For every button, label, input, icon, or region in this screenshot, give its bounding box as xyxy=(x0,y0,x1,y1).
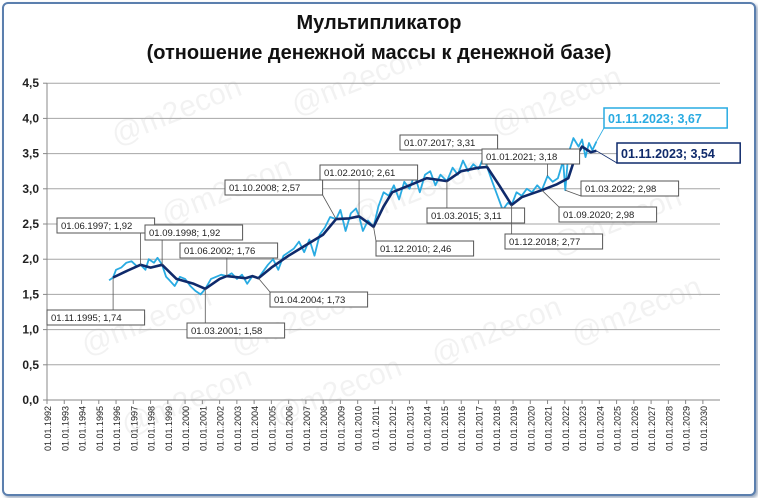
x-tick-label: 01.01.1992 xyxy=(43,406,53,451)
x-tick-label: 01.01.2025 xyxy=(613,406,623,451)
annotation-box xyxy=(616,142,741,164)
y-tick-label: 0,0 xyxy=(22,393,39,407)
x-tick-label: 01.01.2028 xyxy=(664,406,674,451)
x-tick-label: 01.01.2024 xyxy=(595,406,605,451)
x-tick-label: 01.01.2027 xyxy=(647,406,657,451)
y-tick-label: 4,5 xyxy=(22,76,39,90)
x-tick-label: 01.01.1995 xyxy=(95,406,105,451)
x-tick-label: 01.01.2019 xyxy=(509,406,519,451)
x-tick-label: 01.01.2013 xyxy=(405,406,415,451)
annotation-box xyxy=(580,180,680,197)
annotation-box xyxy=(224,179,324,196)
annotation-label: 01.03.2001; 1,58 xyxy=(191,326,262,337)
annotation-box xyxy=(426,207,526,224)
annotation-leader xyxy=(373,226,377,242)
series-monthly-line xyxy=(108,137,598,296)
x-tick-label: 01.01.2022 xyxy=(561,406,571,451)
x-tick-label: 01.01.2014 xyxy=(423,406,433,451)
x-tick-label: 01.01.1997 xyxy=(129,406,139,451)
annotation-leader xyxy=(596,150,618,164)
watermark: @m2econ xyxy=(107,70,247,152)
x-tick-label: 01.01.1993 xyxy=(60,406,70,451)
y-tick-label: 1,0 xyxy=(22,323,39,337)
annotation-box xyxy=(558,206,658,223)
x-tick-label: 01.01.1996 xyxy=(112,406,122,451)
annotation-label: 01.01.2021; 3,18 xyxy=(486,152,557,163)
x-tick-label: 01.01.2004 xyxy=(250,406,260,451)
annotation-box xyxy=(399,134,499,151)
watermark: @m2econ xyxy=(287,40,427,122)
annotation-label: 01.06.1997; 1,92 xyxy=(61,221,132,232)
annotation-leader xyxy=(322,194,337,220)
watermark: @m2econ xyxy=(567,270,707,352)
x-tick-label: 01.01.2018 xyxy=(492,406,502,451)
annotation-label: 01.12.2010; 2,46 xyxy=(380,244,451,255)
x-tick-label: 01.01.2023 xyxy=(578,406,588,451)
x-tick-label: 01.01.2015 xyxy=(440,406,450,451)
annotation-label: 01.11.2023; 3,67 xyxy=(608,112,702,126)
x-tick-label: 01.01.2017 xyxy=(475,406,485,451)
x-tick-label: 01.01.2030 xyxy=(699,406,709,451)
chart-subtitle: (отношение денежной массы к денежной баз… xyxy=(146,42,612,64)
annotation-label: 01.12.2018; 2,77 xyxy=(509,237,580,248)
y-tick-label: 2,0 xyxy=(22,252,39,266)
annotation-box xyxy=(481,148,581,165)
annotation-label: 01.11.2023; 3,54 xyxy=(621,147,715,161)
x-tick-label: 01.01.2012 xyxy=(388,406,398,451)
annotation-label: 01.11.1995; 1,74 xyxy=(51,313,122,324)
x-tick-label: 01.01.1999 xyxy=(164,406,174,451)
annotation-box xyxy=(186,322,286,339)
x-tick-label: 01.01.2016 xyxy=(457,406,467,451)
y-tick-label: 3,5 xyxy=(22,147,39,161)
annotation-label: 01.07.2017; 3,31 xyxy=(404,138,475,149)
x-tick-label: 01.01.2006 xyxy=(285,406,295,451)
annotation-label: 01.03.2015; 3,11 xyxy=(431,211,502,222)
annotation-box xyxy=(319,164,419,181)
x-tick-label: 01.01.2001 xyxy=(198,406,208,451)
annotation-leader xyxy=(596,127,605,142)
annotation-label: 01.06.2002; 1,76 xyxy=(184,246,255,257)
annotation-label: 01.09.1998; 1,92 xyxy=(149,228,220,239)
x-tick-label: 01.01.2003 xyxy=(233,406,243,451)
y-tick-label: 0,5 xyxy=(22,358,39,372)
x-tick-label: 01.01.2002 xyxy=(216,406,226,451)
x-tick-label: 01.01.1998 xyxy=(147,406,157,451)
x-tick-label: 01.01.2000 xyxy=(181,406,191,451)
chart-title: Мультипликатор xyxy=(296,12,462,34)
y-tick-label: 1,5 xyxy=(22,287,39,301)
watermark: @m2econ xyxy=(427,290,567,372)
x-tick-label: 01.01.2010 xyxy=(354,406,364,451)
annotation-box xyxy=(144,224,244,241)
x-tick-label: 01.01.2009 xyxy=(336,406,346,451)
annotation-label: 01.03.2022; 2,98 xyxy=(585,184,656,195)
annotation-box xyxy=(179,242,279,259)
annotation-leader xyxy=(258,277,271,293)
annotation-leader xyxy=(541,189,560,208)
annotation-box xyxy=(504,233,604,250)
x-tick-label: 01.01.2020 xyxy=(526,406,536,451)
y-tick-label: 2,5 xyxy=(22,217,39,231)
annotation-box xyxy=(375,240,475,257)
annotation-label: 01.10.2008; 2,57 xyxy=(229,183,300,194)
annotation-label: 01.04.2004; 1,73 xyxy=(274,295,345,306)
x-tick-label: 01.01.2007 xyxy=(302,406,312,451)
x-tick-label: 01.01.2026 xyxy=(630,406,640,451)
y-tick-label: 3,0 xyxy=(22,182,39,196)
x-tick-label: 01.01.2008 xyxy=(319,406,329,451)
annotation-label: 01.02.2010; 2,61 xyxy=(324,168,395,179)
x-tick-label: 01.01.1994 xyxy=(78,406,88,451)
annotation-box xyxy=(603,107,728,129)
annotation-leader xyxy=(565,189,582,197)
annotation-label: 01.09.2020; 2,98 xyxy=(563,210,634,221)
annotation-box xyxy=(269,291,369,308)
annotation-box xyxy=(46,309,146,326)
x-tick-label: 01.01.2021 xyxy=(544,406,554,451)
series-smoothed-line xyxy=(112,145,597,291)
x-tick-label: 01.01.2005 xyxy=(267,406,277,451)
watermark: @m2econ xyxy=(487,60,627,142)
x-tick-label: 01.01.2011 xyxy=(371,406,381,450)
y-tick-label: 4,0 xyxy=(22,111,39,125)
x-tick-label: 01.01.2029 xyxy=(682,406,692,451)
